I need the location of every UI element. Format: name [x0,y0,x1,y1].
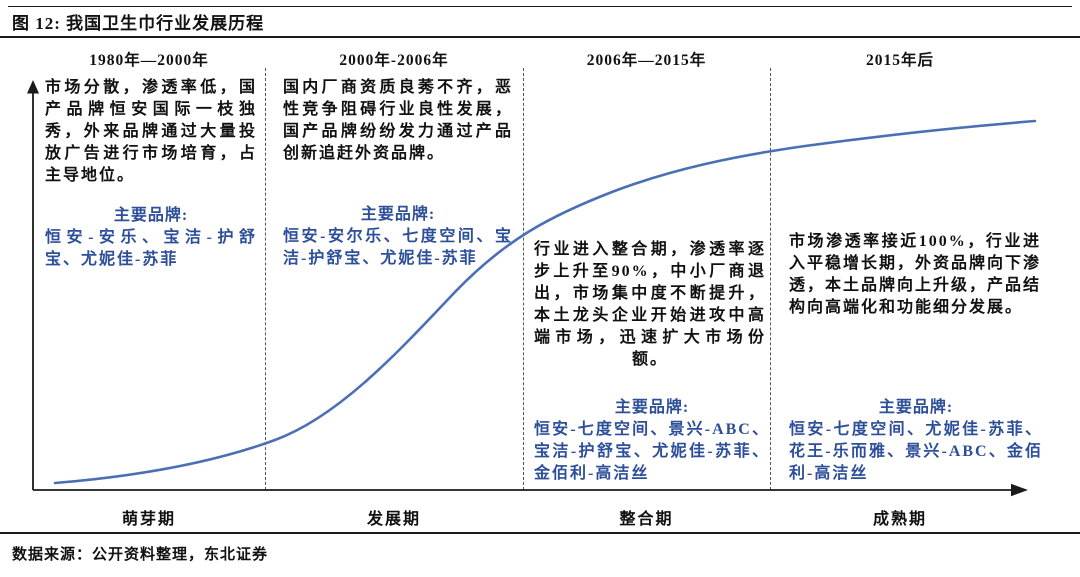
period-description-1: 市场分散，渗透率低，国产品牌恒安国际一枝独秀，外来品牌通过大量投放广告进行市场培… [45,79,257,184]
y-axis-arrowhead-icon [27,80,39,94]
brands-label-4: 主要品牌: [878,399,954,416]
title-divider-line [0,36,1080,38]
brands-list-2: 恒安-安尔乐、七度空间、宝洁-护舒宝、尤妮佳-苏菲 [283,228,513,267]
period-range-2: 2000年-2006年 [339,52,449,69]
phase-label-2: 发展期 [366,511,421,528]
data-source: 数据来源：公开资料整理，东北证券 [12,547,269,563]
period-description-4: 市场渗透率接近100%，行业进入平稳增长期，外资品牌向下渗透，本土品牌向上升级，… [789,233,1042,316]
phase-label-1: 萌芽期 [121,511,176,528]
period-description-2: 国内厂商资质良莠不齐，恶性竞争阻碍行业良性发展，国产品牌纷纷发力通过产品创新追赶… [283,79,513,162]
top-border-line [8,6,1072,7]
x-axis-arrowhead-icon [1011,483,1028,497]
brands-label-1: 主要品牌: [113,207,189,224]
dashed-divider-1 [265,68,266,490]
period-range-3: 2006年—2015年 [586,52,707,69]
dashed-divider-3 [770,68,771,490]
brands-list-4: 恒安-七度空间、尤妮佳-苏菲、花王-乐而雅、景兴-ABC、金佰利-高洁丝 [789,421,1043,482]
brands-list-3: 恒安-七度空间、景兴-ABC、宝洁-护舒宝、尤妮佳-苏菲、金佰利-高洁丝 [534,421,770,482]
phase-label-3: 整合期 [619,511,674,528]
period-description-3: 行业进入整合期，渗透率逐步上升至90%，中小厂商退出，市场集中度不断提升，本土龙… [534,241,766,368]
bottom-divider-line [0,532,1080,534]
brands-label-3: 主要品牌: [614,399,690,416]
brands-label-2: 主要品牌: [360,206,436,223]
period-brands-2: 主要品牌: 恒安-安尔乐、七度空间、宝洁-护舒宝、尤妮佳-苏菲 [283,204,513,270]
phase-label-4: 成熟期 [872,511,927,528]
period-brands-4: 主要品牌: 恒安-七度空间、尤妮佳-苏菲、花王-乐而雅、景兴-ABC、金佰利-高… [789,397,1043,485]
period-range-4: 2015年后 [865,52,934,69]
period-range-1: 1980年—2000年 [89,52,209,69]
period-brands-3: 主要品牌: 恒安-七度空间、景兴-ABC、宝洁-护舒宝、尤妮佳-苏菲、金佰利-高… [534,397,770,485]
period-brands-1: 主要品牌: 恒安-安乐、宝洁-护舒宝、尤妮佳-苏菲 [45,205,257,271]
brands-list-1: 恒安-安乐、宝洁-护舒宝、尤妮佳-苏菲 [45,229,257,268]
dashed-divider-2 [523,68,524,490]
figure-title: 图 12: 我国卫生巾行业发展历程 [12,14,265,33]
